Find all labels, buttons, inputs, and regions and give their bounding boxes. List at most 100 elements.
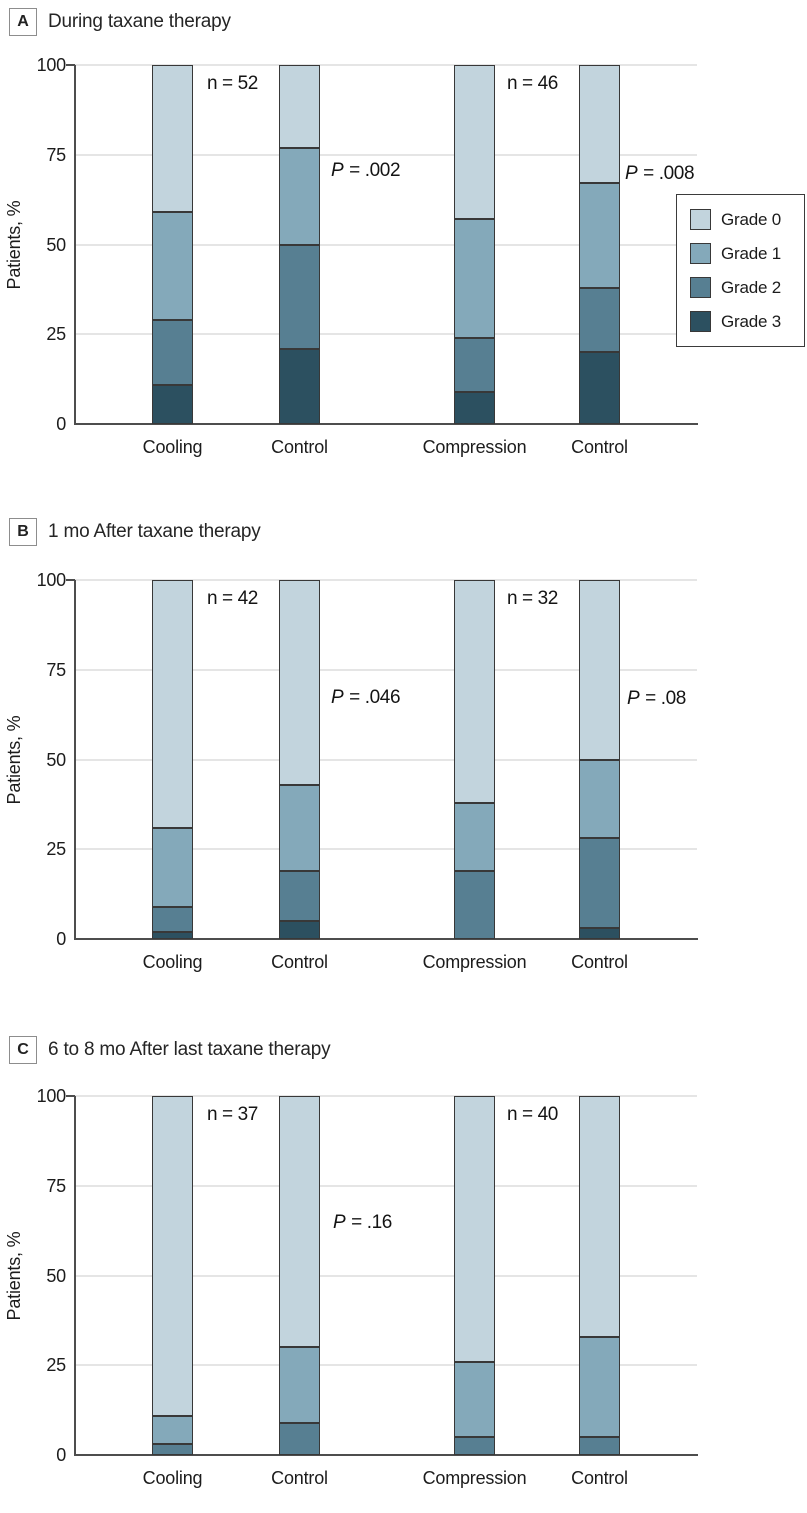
- chart-plot-area: Patients, % 0 25 50 75 100 Cooling Control Comp…: [4, 55, 698, 457]
- bar-segment-grade-0: [579, 580, 620, 760]
- n-count-label: n = 32: [507, 588, 558, 609]
- bar-segment-grade-1: [579, 1336, 620, 1438]
- x-category-label: Control: [571, 1468, 628, 1488]
- gridline: [75, 243, 697, 246]
- gridline: [75, 64, 697, 66]
- bar-segment-grade-3: [579, 352, 620, 424]
- panel-letter-badge: C: [9, 1036, 37, 1064]
- panel-title: 6 to 8 mo After last taxane therapy: [48, 1039, 331, 1060]
- bar-segment-grade-0: [279, 580, 320, 785]
- bar-segment-grade-1: [454, 219, 495, 338]
- x-category-label: Control: [571, 952, 628, 972]
- bar-segment-grade-2: [579, 287, 620, 353]
- bar-segment-grade-0: [279, 65, 320, 148]
- bar-segment-grade-2: [279, 1422, 320, 1455]
- x-category-label: Compression: [422, 952, 527, 972]
- bar-segment-grade-1: [454, 802, 495, 871]
- bar-segment-grade-2: [152, 1444, 193, 1455]
- bar-segment-grade-0: [152, 1096, 193, 1416]
- panel-a: A During taxane therapy Patients, % 0 25 5…: [0, 0, 807, 505]
- n-count-label: n = 40: [507, 1104, 558, 1125]
- gridline: [75, 153, 697, 156]
- x-category-label: Control: [271, 1468, 328, 1488]
- x-category-label: Control: [571, 437, 628, 457]
- panel-b-header: B 1 mo After taxane therapy: [9, 518, 261, 546]
- panel-letter-badge: A: [9, 8, 37, 36]
- y-tick-label: 100: [36, 55, 67, 75]
- x-axis-line: [74, 423, 698, 425]
- bar-segment-grade-0: [579, 1096, 620, 1337]
- gridline: [75, 579, 697, 581]
- panel-letter-badge: B: [9, 518, 37, 546]
- panel-title: 1 mo After taxane therapy: [48, 521, 261, 542]
- gridline: [75, 1184, 697, 1187]
- x-category-label: Cooling: [142, 952, 203, 972]
- p-value-label: P = .046: [331, 687, 401, 708]
- p-value-label: P = .16: [333, 1212, 392, 1233]
- y-tick-label: 75: [46, 144, 66, 165]
- bar-segment-grade-1: [279, 147, 320, 245]
- panel-c: C 6 to 8 mo After last taxane therapy Pa…: [0, 1028, 807, 1513]
- bar-segment-grade-2: [454, 337, 495, 392]
- bar-segment-grade-2: [279, 244, 320, 349]
- bar-segment-grade-2: [579, 838, 620, 929]
- legend-label: Grade 1: [721, 243, 782, 263]
- x-category-label: Control: [271, 952, 328, 972]
- y-axis-tick: [66, 1095, 75, 1097]
- panel-a-header: A During taxane therapy: [9, 8, 231, 36]
- y-tick-label: 25: [46, 1355, 66, 1376]
- gridline: [75, 1095, 697, 1097]
- y-tick-label: 100: [36, 570, 67, 590]
- bar-segment-grade-1: [152, 827, 193, 907]
- bar-segment-grade-1: [152, 1415, 193, 1445]
- legend-label: Grade 3: [721, 311, 782, 331]
- bar-segment-grade-3: [279, 921, 320, 939]
- n-count-label: n = 46: [507, 73, 558, 94]
- bar-segment-grade-0: [152, 65, 193, 213]
- bar-segment-grade-3: [279, 348, 320, 424]
- legend-item: Grade 1: [690, 243, 796, 264]
- y-axis-line: [74, 65, 76, 424]
- bar-segment-grade-3: [152, 384, 193, 424]
- gridline: [75, 333, 697, 336]
- legend: Grade 0 Grade 1 Grade 2 Grade 3: [676, 194, 805, 347]
- bar-segment-grade-0: [279, 1096, 320, 1348]
- y-tick-label: 0: [56, 929, 66, 949]
- bar-segment-grade-3: [579, 928, 620, 939]
- bar-segment-grade-2: [279, 870, 320, 922]
- bar-segment-grade-2: [152, 319, 193, 385]
- y-axis-tick: [66, 64, 75, 66]
- x-axis-line: [74, 1454, 698, 1456]
- y-tick-label: 75: [46, 659, 66, 680]
- y-tick-label: 25: [46, 324, 66, 345]
- y-tick-label: 0: [56, 1445, 66, 1465]
- x-category-label: Cooling: [142, 1468, 203, 1488]
- y-tick-label: 50: [46, 1265, 66, 1286]
- bar-segment-grade-1: [279, 1347, 320, 1423]
- panel-b: B 1 mo After taxane therapy Patients, % …: [0, 510, 807, 1028]
- panel-title: During taxane therapy: [48, 11, 231, 32]
- gridline: [75, 668, 697, 671]
- gridline: [75, 758, 697, 761]
- x-category-label: Control: [271, 437, 328, 457]
- legend-swatch: [690, 311, 711, 332]
- gridline: [75, 848, 697, 851]
- y-tick-label: 75: [46, 1175, 66, 1196]
- gridline: [75, 1364, 697, 1367]
- gridline: [75, 1274, 697, 1277]
- y-axis-line: [74, 1096, 76, 1455]
- bar-segment-grade-1: [279, 784, 320, 871]
- x-category-label: Cooling: [142, 437, 203, 457]
- panel-c-header: C 6 to 8 mo After last taxane therapy: [9, 1036, 331, 1064]
- n-count-label: n = 52: [207, 73, 258, 94]
- p-value-label: P = .08: [627, 688, 686, 709]
- bar-segment-grade-0: [579, 65, 620, 184]
- bar-segment-grade-0: [152, 580, 193, 828]
- chart-plot-area: Patients, % 0 25 50 75 100 Cooling Control Comp…: [4, 1086, 698, 1488]
- p-value-label: P = .002: [331, 160, 401, 181]
- y-tick-label: 0: [56, 414, 66, 434]
- legend-swatch: [690, 277, 711, 298]
- bar-segment-grade-3: [152, 931, 193, 939]
- bar-segment-grade-1: [579, 759, 620, 839]
